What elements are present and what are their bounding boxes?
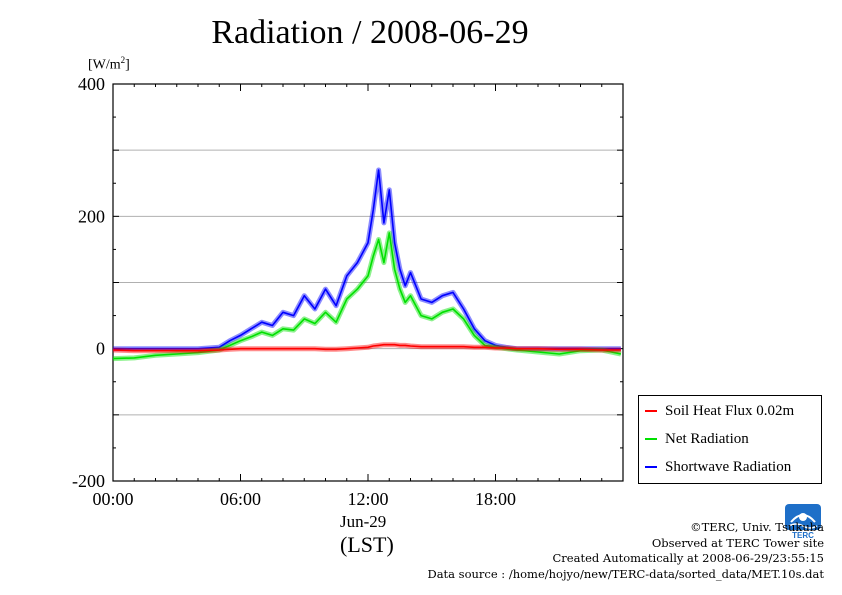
legend-item-shortwave-radiation: Shortwave Radiation bbox=[645, 457, 791, 477]
x-tick-label-0: 00:00 bbox=[92, 489, 133, 509]
terc-logo: TERC bbox=[785, 504, 821, 540]
unit-text: [W/m bbox=[88, 57, 121, 73]
legend-label-soil-heat-flux: Soil Heat Flux 0.02m bbox=[665, 402, 795, 419]
logo-text: TERC bbox=[792, 531, 814, 540]
y-tick-label-3: -200 bbox=[72, 471, 105, 491]
legend-label-shortwave-radiation: Shortwave Radiation bbox=[665, 458, 792, 475]
x-tick-label-1: 06:00 bbox=[220, 489, 261, 509]
y-tick-label-1: 200 bbox=[78, 206, 105, 226]
legend-item-soil-heat-flux: Soil Heat Flux 0.02m bbox=[645, 401, 794, 421]
chart-title: Radiation / 2008-06-29 bbox=[211, 14, 529, 51]
legend-swatch-net-radiation bbox=[645, 438, 657, 440]
series-line-shortwave-radiation bbox=[113, 169, 621, 350]
credit-created: Created Automatically at 2008-06-29/23:5… bbox=[552, 551, 825, 565]
series-line-soil-heat-flux-0-02m bbox=[112, 343, 621, 352]
credits-block: ©TERC, Univ. Tsukuba Observed at TERC To… bbox=[427, 520, 824, 582]
unit-close: ] bbox=[125, 57, 130, 73]
legend-label-net-radiation: Net Radiation bbox=[665, 430, 749, 447]
series-band-net-radiation bbox=[112, 230, 622, 362]
y-tick-label-2: 0 bbox=[96, 339, 105, 359]
unit-superscript: 2 bbox=[120, 55, 126, 65]
y-axis-unit-label: [W/m2] bbox=[88, 55, 130, 74]
x-tick-label-2: 12:00 bbox=[347, 489, 388, 509]
legend-swatch-shortwave-radiation bbox=[645, 466, 657, 468]
legend-swatch-soil-heat-flux bbox=[645, 410, 657, 412]
x-axis-timezone-label: (LST) bbox=[340, 532, 394, 557]
series-line-net-radiation bbox=[112, 232, 622, 360]
credit-source: Data source : /home/hojyo/new/TERC-data/… bbox=[427, 566, 824, 581]
y-tick-label-0: 400 bbox=[78, 74, 105, 94]
legend-item-net-radiation: Net Radiation bbox=[645, 429, 749, 449]
credit-site: Observed at TERC Tower site bbox=[651, 535, 824, 550]
credit-copyright: ©TERC, Univ. Tsukuba bbox=[690, 520, 824, 534]
x-axis-date-label: Jun-29 bbox=[340, 512, 387, 531]
chart-legend: Soil Heat Flux 0.02m Net Radiation Short… bbox=[638, 395, 822, 484]
x-tick-label-3: 18:00 bbox=[475, 489, 516, 509]
series-band-shortwave-radiation bbox=[113, 167, 621, 352]
